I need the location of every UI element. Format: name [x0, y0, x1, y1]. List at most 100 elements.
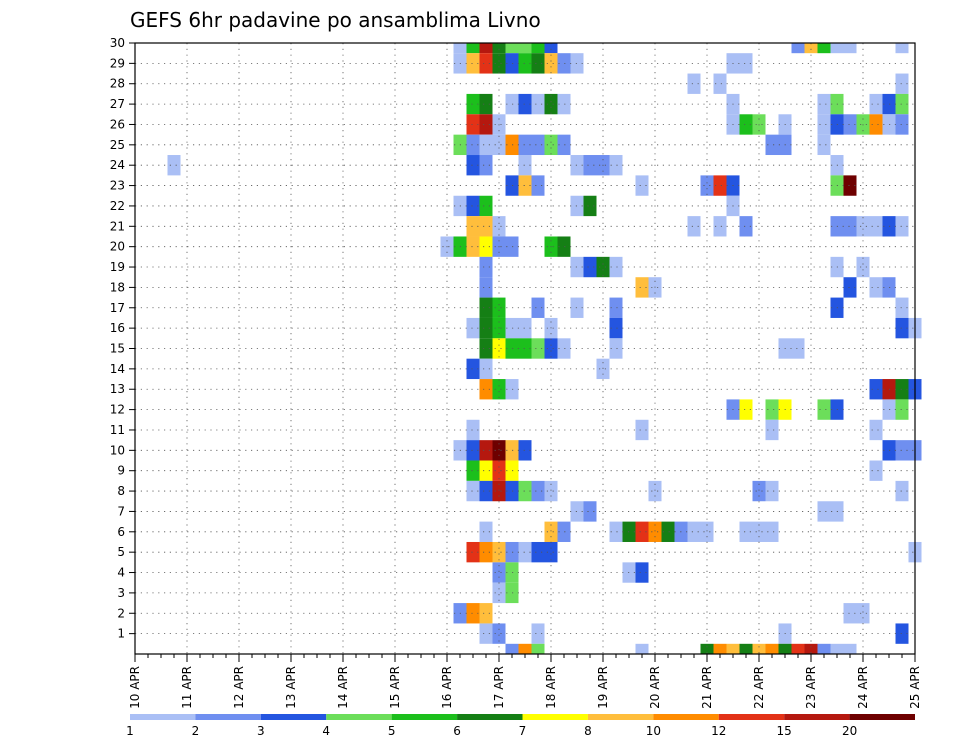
heatmap-cell: [895, 317, 909, 339]
x-tick-label: 24 APR: [856, 666, 870, 709]
x-tick-label: 12 APR: [232, 666, 246, 709]
heatmap-cell: [479, 195, 493, 217]
y-tick-label: 20: [110, 240, 125, 254]
legend-swatch: [326, 714, 392, 720]
heatmap-cell: [869, 93, 883, 115]
heatmap-cell: [544, 541, 558, 563]
legend-swatch: [718, 714, 785, 720]
legend-swatch: [849, 714, 915, 720]
legend-swatch: [195, 714, 261, 720]
heatmap-cell: [518, 317, 532, 339]
y-tick-label: 2: [117, 606, 125, 620]
legend-label: 12: [711, 724, 726, 738]
heatmap-cell: [752, 521, 766, 542]
heatmap-cell: [596, 256, 610, 278]
heatmap-cell: [895, 43, 909, 54]
heatmap-cell: [765, 643, 779, 654]
y-tick-label: 15: [110, 342, 125, 356]
heatmap-cell: [869, 379, 883, 400]
heatmap-cell: [466, 440, 480, 461]
heatmap-cell: [752, 480, 766, 502]
x-tick-label: 17 APR: [492, 666, 506, 709]
heatmap-cell: [778, 643, 792, 654]
y-tick-label: 23: [110, 179, 125, 193]
x-tick-label: 16 APR: [440, 666, 454, 709]
heatmap-cell: [817, 399, 831, 420]
heatmap-cell: [583, 195, 597, 217]
heatmap-cell: [765, 134, 779, 156]
heatmap-cell: [518, 93, 532, 115]
y-axis: 1234567891011121314151617181920212223242…: [110, 36, 135, 641]
y-tick-label: 18: [110, 280, 125, 294]
heatmap-cell: [817, 93, 831, 115]
legend-label: 5: [388, 724, 396, 738]
heatmap-cell: [531, 175, 545, 196]
heatmap-cell: [518, 440, 532, 461]
heatmap-cell: [544, 43, 558, 54]
heatmap-cell: [739, 643, 753, 654]
heatmap-cell: [466, 155, 480, 176]
heatmap-cell: [856, 216, 870, 237]
heatmap-cell: [557, 93, 571, 115]
heatmap-cell: [466, 358, 480, 380]
heatmap-cell: [479, 460, 493, 481]
legend-swatch: [457, 714, 523, 720]
heatmap-cell: [648, 521, 662, 542]
heatmap-cell: [531, 643, 545, 654]
heatmap-cell: [739, 521, 753, 542]
grid-lines: [135, 43, 915, 654]
heatmap-cell: [843, 216, 857, 237]
heatmap-cell: [531, 53, 545, 74]
heatmap-cell: [479, 317, 493, 339]
heatmap-cell: [791, 43, 805, 54]
heatmap-cell: [895, 399, 909, 420]
heatmap-cell: [895, 440, 909, 461]
heatmap-cell: [518, 134, 532, 156]
y-tick-label: 8: [117, 484, 125, 498]
heatmap-cell: [895, 379, 909, 400]
heatmap-cell: [466, 114, 480, 135]
heatmap-cell: [479, 379, 493, 400]
heatmap-cell: [895, 93, 909, 115]
heatmap-cell: [830, 643, 844, 654]
heatmap-cell: [531, 480, 545, 502]
y-tick-label: 17: [110, 301, 125, 315]
heatmap-cell: [817, 43, 831, 54]
heatmap-cell: [479, 216, 493, 237]
heatmap-cell: [609, 297, 623, 318]
heatmap-cell: [479, 541, 493, 563]
heatmap-cell: [492, 440, 506, 461]
heatmap-cell: [791, 338, 805, 359]
heatmap-cell: [466, 195, 480, 217]
heatmap-cell: [895, 623, 909, 644]
y-tick-label: 29: [110, 56, 125, 70]
legend-label: 7: [519, 724, 527, 738]
heatmap-cell: [869, 460, 883, 481]
y-tick-label: 27: [110, 97, 125, 111]
y-tick-label: 6: [117, 525, 125, 539]
legend-label: 20: [842, 724, 857, 738]
heatmap-cell: [479, 521, 493, 542]
heatmap-cell: [479, 603, 493, 624]
y-tick-label: 22: [110, 199, 125, 213]
heatmap-cell: [479, 277, 493, 298]
y-tick-label: 21: [110, 219, 125, 233]
heatmap-cell: [843, 643, 857, 654]
x-tick-label: 14 APR: [336, 666, 350, 709]
heatmap-cell: [466, 603, 480, 624]
heatmap-cell: [518, 480, 532, 502]
legend-swatch: [522, 714, 588, 720]
heatmap-cell: [479, 480, 493, 502]
heatmap-cell: [492, 562, 506, 583]
heatmap-cell: [479, 256, 493, 278]
heatmap-cell: [466, 134, 480, 156]
chart-title: GEFS 6hr padavine po ansamblima Livno: [130, 8, 541, 32]
heatmap-cell: [765, 521, 779, 542]
heatmap-cell: [700, 175, 714, 196]
heatmap-cell: [492, 541, 506, 563]
heatmap-cell: [479, 155, 493, 176]
heatmap-cell: [804, 643, 818, 654]
heatmap-cell: [479, 236, 493, 257]
heatmap-cell: [518, 338, 532, 359]
